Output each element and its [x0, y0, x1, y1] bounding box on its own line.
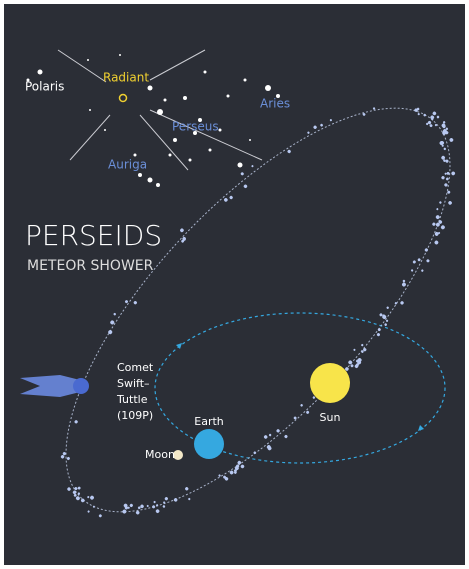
label: Earth	[194, 415, 224, 428]
dot	[244, 79, 247, 82]
title: PERSEIDS	[25, 219, 162, 252]
label: Tuttle	[116, 393, 148, 406]
label: Comet	[117, 361, 154, 374]
dot	[204, 71, 207, 74]
dot	[219, 129, 222, 132]
subtitle: METEOR SHOWER	[27, 258, 154, 274]
label: Swift–	[117, 377, 150, 390]
dot	[134, 154, 137, 157]
dot	[119, 54, 121, 56]
label: Perseus	[172, 120, 219, 134]
dot	[164, 99, 167, 102]
comet	[73, 378, 89, 394]
dot	[148, 86, 153, 91]
label: Moon	[145, 448, 175, 461]
dot	[156, 183, 160, 187]
dot	[249, 139, 251, 141]
dot	[87, 59, 89, 61]
label: Aries	[260, 97, 290, 111]
dot	[138, 173, 142, 177]
dot	[104, 129, 106, 131]
label: Polaris	[25, 80, 64, 94]
label: Auriga	[108, 158, 147, 172]
dot	[157, 109, 163, 115]
dot	[189, 159, 192, 162]
earth	[194, 429, 224, 459]
label: Sun	[320, 411, 341, 424]
dot	[169, 154, 172, 157]
sun	[310, 363, 350, 403]
dot	[183, 96, 187, 100]
background	[4, 4, 465, 565]
label: (109P)	[117, 409, 153, 422]
dot	[265, 85, 271, 91]
dot	[148, 178, 153, 183]
dot	[227, 95, 230, 98]
dot	[38, 70, 43, 75]
dot	[238, 163, 243, 168]
dot	[173, 138, 177, 142]
dot	[89, 109, 91, 111]
infographic: Radiant Polaris Perseus Aries Auriga PER…	[0, 0, 469, 569]
dot	[209, 149, 212, 152]
label: Radiant	[103, 71, 149, 85]
